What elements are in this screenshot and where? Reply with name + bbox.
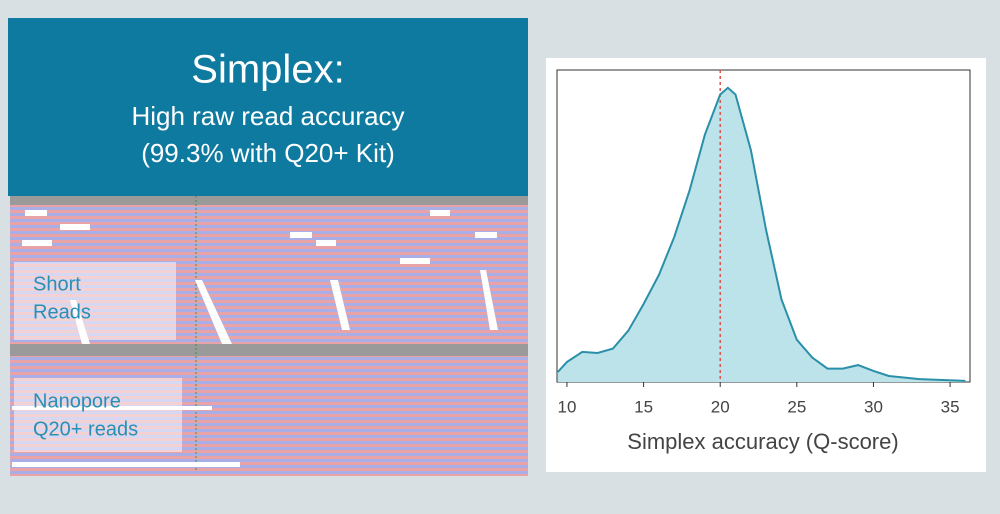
subtitle: (99.3% with Q20+ Kit) bbox=[141, 138, 395, 168]
title-box bbox=[8, 18, 528, 196]
x-tick-label: 20 bbox=[711, 397, 730, 416]
x-tick-label: 25 bbox=[787, 397, 806, 416]
subtitle: High raw read accuracy bbox=[131, 101, 404, 131]
title: Simplex: bbox=[191, 48, 344, 92]
label-box bbox=[14, 262, 176, 340]
x-tick-label: 10 bbox=[558, 397, 577, 416]
density-area bbox=[557, 87, 966, 383]
x-tick-label: 30 bbox=[864, 397, 883, 416]
panel-label: Nanopore bbox=[33, 390, 121, 412]
density-line bbox=[557, 86, 966, 382]
x-axis-label: Simplex accuracy (Q-score) bbox=[627, 429, 898, 454]
x-tick-label: 15 bbox=[634, 397, 653, 416]
panel-label: Reads bbox=[33, 301, 91, 323]
panel-label: Q20+ reads bbox=[33, 418, 138, 440]
panel-label: Short bbox=[33, 273, 81, 295]
label-box bbox=[14, 378, 182, 452]
x-tick-label: 35 bbox=[941, 397, 960, 416]
